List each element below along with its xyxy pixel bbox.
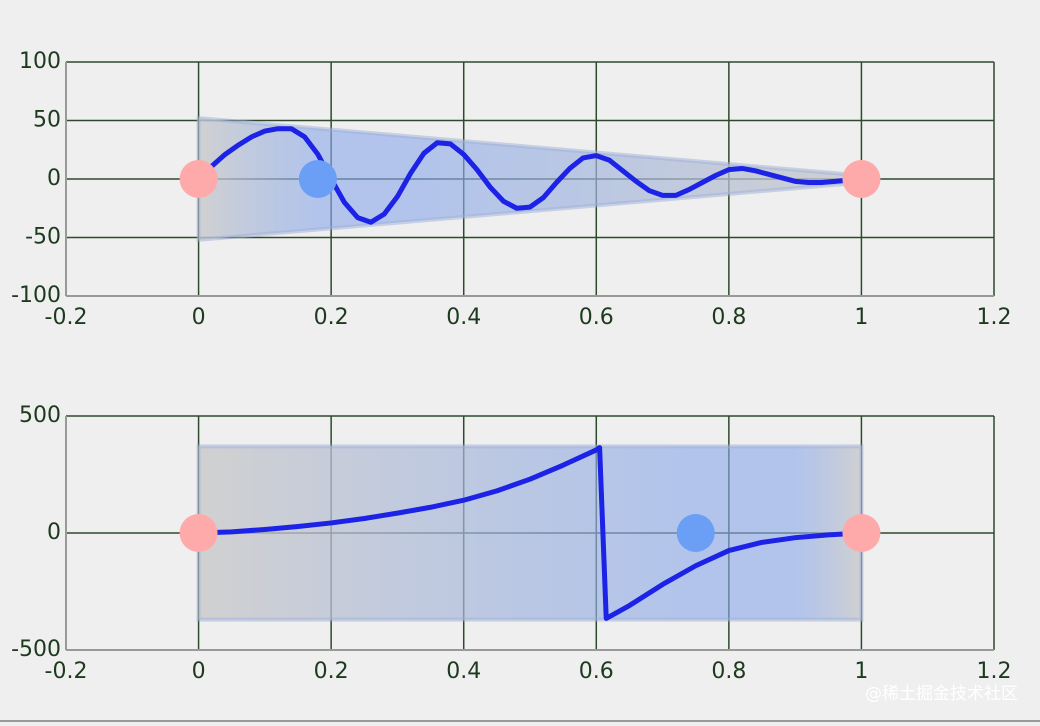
y-tick-label: 100 bbox=[19, 49, 61, 74]
handle-point bbox=[179, 514, 218, 552]
x-tick-label: 0 bbox=[192, 305, 206, 330]
y-tick-label: 0 bbox=[47, 520, 61, 545]
y-tick-label: 500 bbox=[19, 403, 61, 428]
x-tick-label: 0.6 bbox=[579, 659, 614, 684]
watermark: @稀土掘金技术社区 bbox=[865, 684, 1018, 704]
y-tick-label: 50 bbox=[33, 108, 61, 133]
x-tick-label: -0.2 bbox=[45, 305, 88, 330]
y-tick-label: -500 bbox=[11, 637, 61, 662]
envelope-band bbox=[196, 444, 864, 622]
envelope-band bbox=[196, 115, 864, 243]
y-tick-label: -100 bbox=[11, 283, 61, 308]
x-tick-label: 1 bbox=[854, 305, 868, 330]
x-tick-label: 1 bbox=[854, 659, 868, 684]
y-tick-label: -50 bbox=[25, 225, 61, 250]
x-tick-label: 1.2 bbox=[977, 659, 1012, 684]
handle-point bbox=[842, 160, 881, 198]
data-line bbox=[198, 445, 862, 621]
handle-point bbox=[179, 160, 218, 198]
x-tick-label: 0.8 bbox=[711, 305, 746, 330]
handle-point bbox=[676, 514, 715, 552]
data-line bbox=[196, 126, 862, 225]
x-tick-label: 0.4 bbox=[446, 659, 481, 684]
x-tick-label: 0.2 bbox=[314, 659, 349, 684]
x-tick-label: 0.2 bbox=[314, 305, 349, 330]
handle-point bbox=[298, 160, 337, 198]
handle-point bbox=[842, 514, 881, 552]
x-tick-label: 0 bbox=[192, 659, 206, 684]
y-tick-label: 0 bbox=[47, 166, 61, 191]
x-tick-label: -0.2 bbox=[45, 659, 88, 684]
x-tick-label: 0.8 bbox=[711, 659, 746, 684]
x-tick-label: 0.6 bbox=[579, 305, 614, 330]
x-tick-label: 0.4 bbox=[446, 305, 481, 330]
x-tick-label: 1.2 bbox=[977, 305, 1012, 330]
